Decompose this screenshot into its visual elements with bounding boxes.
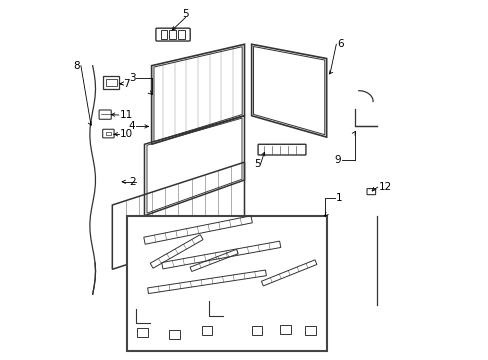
Bar [103,76,119,89]
Bar [178,30,184,39]
Text: 9: 9 [334,156,340,165]
Bar [169,330,180,339]
Bar [106,132,111,135]
Text: 10: 10 [119,129,132,139]
Bar [169,30,176,39]
Bar [251,327,262,336]
Text: 4: 4 [129,121,135,131]
Bar [160,30,166,39]
Text: 5: 5 [182,9,188,19]
Bar [126,216,326,351]
Text: 5: 5 [253,159,260,169]
Text: 2: 2 [129,177,135,187]
Text: 7: 7 [123,78,129,89]
Bar [280,325,290,334]
Text: 8: 8 [73,61,80,71]
Bar [305,327,315,336]
Bar [137,328,148,337]
Bar [106,79,117,86]
Text: 6: 6 [337,39,343,49]
Text: 3: 3 [129,73,135,83]
Text: 12: 12 [378,182,391,192]
Bar [201,327,212,336]
Text: 1: 1 [335,193,342,203]
Text: 11: 11 [119,110,132,120]
